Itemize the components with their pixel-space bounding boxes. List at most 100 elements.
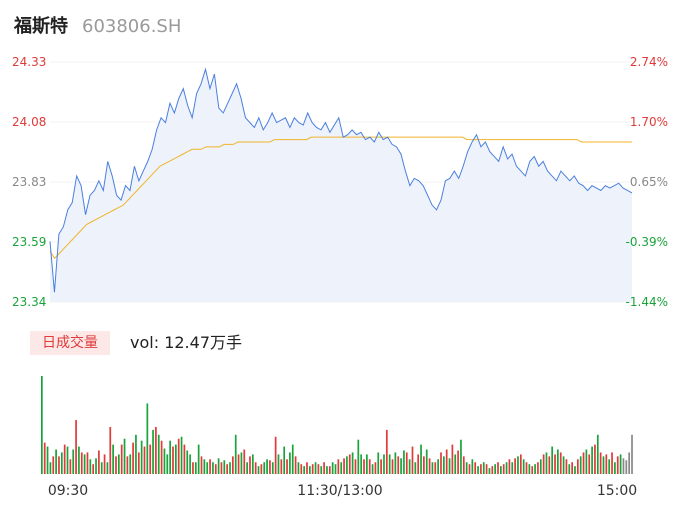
volume-bar <box>474 462 477 474</box>
volume-bar <box>337 459 340 474</box>
volume-bar <box>380 459 382 474</box>
volume-bar <box>326 466 328 474</box>
volume-bar <box>371 464 374 474</box>
volume-bar <box>548 456 551 474</box>
volume-bar <box>249 456 251 474</box>
volume-bar <box>403 450 405 474</box>
volume-bar <box>468 464 471 474</box>
volume-bar <box>52 456 55 474</box>
price-line <box>49 67 633 293</box>
volume-bar <box>559 452 562 474</box>
volume-bar <box>562 456 565 474</box>
volume-bar <box>320 466 323 474</box>
volume-bar <box>440 452 442 474</box>
volume-bar <box>220 462 223 474</box>
volume-bar <box>528 464 531 474</box>
volume-bar <box>149 444 152 474</box>
volume-bar <box>442 456 445 474</box>
volume-bar <box>619 454 622 474</box>
volume-bar <box>212 462 214 474</box>
volume-bar <box>366 454 368 474</box>
volume-bar <box>576 459 579 474</box>
volume-bar <box>277 454 280 474</box>
volume-bar <box>169 440 171 474</box>
volume-readout: vol: 12.47万手 <box>130 331 242 355</box>
volume-bar <box>140 440 143 474</box>
volume-bar <box>554 454 556 474</box>
volume-bar <box>155 426 157 474</box>
volume-bar <box>115 456 117 474</box>
price-area <box>50 69 632 302</box>
volume-bar <box>391 459 394 474</box>
volume-tab[interactable]: 日成交量 <box>30 331 110 355</box>
volume-bar <box>254 462 257 474</box>
volume-bar <box>243 449 246 474</box>
volume-bar <box>303 466 305 474</box>
volume-bar <box>232 456 234 474</box>
volume-bar <box>351 452 354 474</box>
volume-bar <box>163 448 166 474</box>
volume-bar <box>203 459 206 474</box>
volume-bar <box>400 458 402 474</box>
volume-bar <box>297 462 300 474</box>
volume-bar <box>263 462 266 474</box>
volume-bar <box>457 450 459 474</box>
time-tick-label: 11:30/13:00 <box>297 483 382 499</box>
volume-bar <box>417 454 420 474</box>
volume-bar <box>611 452 613 474</box>
volume-bar <box>368 459 371 474</box>
volume-bar <box>614 462 616 474</box>
percent-tick-label: -0.39% <box>626 235 668 249</box>
volume-bar <box>86 452 89 474</box>
volume-bar <box>585 449 588 474</box>
percent-axis-labels: 2.74% 1.70% 0.65% -0.39% -1.44% <box>626 55 668 309</box>
volume-bar <box>257 466 260 474</box>
volume-bar <box>75 420 77 474</box>
volume-bar <box>414 462 417 474</box>
volume-bar <box>69 459 72 474</box>
volume-bar <box>334 464 337 474</box>
volume-bar <box>545 452 548 474</box>
volume-bar <box>186 450 189 474</box>
volume-bar <box>408 459 411 474</box>
percent-tick-label: 0.65% <box>630 175 668 189</box>
volume-bar <box>41 376 43 474</box>
volume-bar <box>120 444 123 474</box>
volume-bar <box>485 464 488 474</box>
volume-bar <box>137 452 140 474</box>
volume-bar <box>283 446 286 474</box>
volume-bar <box>229 462 231 474</box>
volume-bar <box>537 462 539 474</box>
volume-bar <box>63 444 66 474</box>
volume-bar <box>383 454 385 474</box>
volume-bar <box>95 458 97 474</box>
volume-bar <box>172 446 174 474</box>
volume-bar <box>289 452 291 474</box>
volume-bar <box>471 459 474 474</box>
volume-bar <box>146 403 149 474</box>
volume-bar <box>357 439 360 474</box>
volume-bar <box>354 459 357 474</box>
volume-bar <box>480 464 482 474</box>
volume-bar <box>129 454 132 474</box>
volume-bar <box>594 444 596 474</box>
volume-bar <box>599 452 602 474</box>
volume-bar <box>557 449 559 474</box>
percent-tick-label: 2.74% <box>630 55 668 69</box>
volume-bar <box>462 456 465 474</box>
volume-bar <box>363 459 365 474</box>
volume-bar <box>411 446 414 474</box>
volume-bar <box>117 454 120 474</box>
volume-bar <box>420 444 422 474</box>
volume-bar <box>519 454 522 474</box>
volume-bar <box>340 462 343 474</box>
price-tick-label: 23.59 <box>12 235 46 249</box>
volume-bar <box>551 446 554 474</box>
volume-bar <box>160 440 163 474</box>
volume-bar <box>237 454 240 474</box>
volume-bar <box>394 452 397 474</box>
volume-bar <box>58 456 60 474</box>
volume-bar <box>425 449 428 474</box>
volume-bar <box>123 438 126 474</box>
volume-bar <box>92 464 95 474</box>
